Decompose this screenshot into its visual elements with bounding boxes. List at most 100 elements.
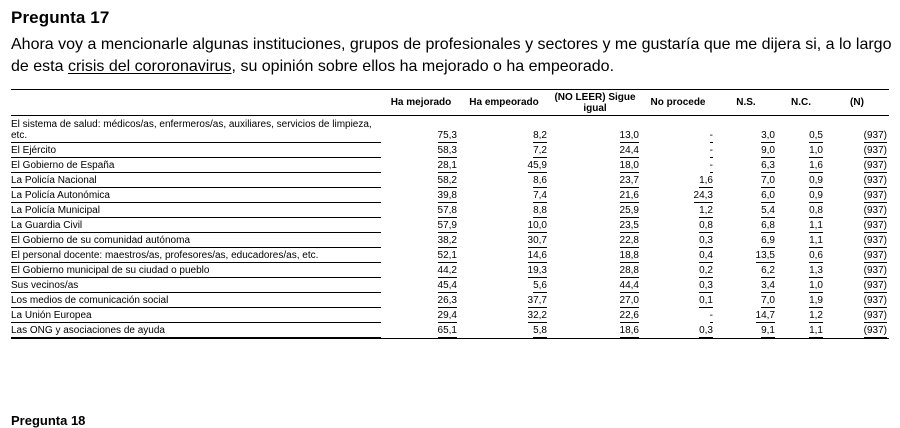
cell-sigue-igual: 18,6: [549, 323, 641, 339]
cell-n: (937): [825, 188, 889, 203]
cell-value: 75,3: [437, 130, 457, 143]
question-text-end: , su opinión sobre ellos ha mejorado o h…: [231, 58, 615, 75]
cell-n: (937): [825, 143, 889, 158]
cell-value: 29,4: [437, 310, 457, 323]
cell-value: 24,3: [693, 190, 713, 203]
cell-sigue-igual: 44,4: [549, 278, 641, 293]
header-nc: N.C.: [777, 89, 825, 116]
cell-value: 23,7: [619, 175, 639, 188]
cell-ns: 7,0: [715, 173, 777, 188]
cell-no-procede: -: [641, 158, 715, 173]
cell-ns: 14,7: [715, 308, 777, 323]
row-label-text: El personal docente: maestros/as, profes…: [11, 250, 381, 263]
cell-sigue-igual: 24,4: [549, 143, 641, 158]
cell-nc: 1,9: [777, 293, 825, 308]
table-row: Sus vecinos/as 45,4 5,6 44,4 0,3 3,4 1,0 (937): [11, 278, 889, 293]
row-label: Los medios de comunicación social: [11, 293, 383, 308]
cell-n: (937): [825, 233, 889, 248]
row-label: El Ejército: [11, 143, 383, 158]
cell-ns: 6,2: [715, 263, 777, 278]
cell-value: -: [709, 130, 713, 143]
cell-value: 5,8: [533, 325, 547, 338]
cell-value: 8,6: [533, 175, 547, 188]
cell-sigue-igual: 22,8: [549, 233, 641, 248]
table-row: La Policía Municipal 57,8 8,8 25,9 1,2 5,4 0,8…: [11, 203, 889, 218]
cell-value: 37,7: [527, 295, 547, 308]
cell-no-procede: 0,8: [641, 218, 715, 233]
cell-value: 1,6: [809, 160, 823, 173]
cell-value: 0,8: [699, 220, 713, 233]
cell-value: (937): [863, 220, 887, 233]
table-row: El Ejército 58,3 7,2 24,4 - 9,0 1,0 (937): [11, 143, 889, 158]
cell-ha-mejorado: 45,4: [383, 278, 459, 293]
header-n: (N): [825, 89, 889, 116]
cell-value: 45,4: [437, 280, 457, 293]
cell-ns: 6,3: [715, 158, 777, 173]
cell-n: (937): [825, 308, 889, 323]
cell-value: 8,2: [533, 130, 547, 143]
table-row: Los medios de comunicación social 26,3 37,…: [11, 293, 889, 308]
cell-value: 0,9: [809, 190, 823, 203]
table-row: El Gobierno de España 28,1 45,9 18,0 - 6,3 1,6…: [11, 158, 889, 173]
cell-ha-mejorado: 57,8: [383, 203, 459, 218]
cell-value: 6,2: [761, 265, 775, 278]
cell-ns: 3,4: [715, 278, 777, 293]
row-label: La Guardia Civil: [11, 218, 383, 233]
cell-value: 10,0: [527, 220, 547, 233]
cell-ha-empeorado: 5,6: [459, 278, 549, 293]
cell-ha-mejorado: 52,1: [383, 248, 459, 263]
cell-value: 57,9: [437, 220, 457, 233]
cell-value: 1,3: [809, 265, 823, 278]
cell-value: 26,3: [437, 295, 457, 308]
cell-ha-empeorado: 8,6: [459, 173, 549, 188]
table-row: La Policía Nacional 58,2 8,6 23,7 1,6 7,0 0,9 (…: [11, 173, 889, 188]
cell-ha-mejorado: 44,2: [383, 263, 459, 278]
cell-n: (937): [825, 218, 889, 233]
row-label-text: El Gobierno municipal de su ciudad o pue…: [11, 265, 381, 278]
cell-value: 0,2: [699, 265, 713, 278]
cell-value: (937): [863, 250, 887, 263]
cell-nc: 0,9: [777, 188, 825, 203]
cell-value: 9,0: [761, 145, 775, 158]
cell-no-procede: 1,2: [641, 203, 715, 218]
cell-nc: 0,5: [777, 116, 825, 143]
cell-sigue-igual: 28,8: [549, 263, 641, 278]
cell-ns: 6,0: [715, 188, 777, 203]
cell-ns: 6,8: [715, 218, 777, 233]
cell-value: 32,2: [527, 310, 547, 323]
row-label: La Policía Nacional: [11, 173, 383, 188]
cell-nc: 0,8: [777, 203, 825, 218]
cell-value: 5,6: [533, 280, 547, 293]
cell-value: 3,0: [761, 130, 775, 143]
cell-value: 18,6: [619, 325, 639, 338]
cell-value: 7,4: [533, 190, 547, 203]
cell-no-procede: 0,3: [641, 278, 715, 293]
cell-ha-mejorado: 29,4: [383, 308, 459, 323]
cell-ha-empeorado: 32,2: [459, 308, 549, 323]
header-ha-empeorado: Ha empeorado: [459, 89, 549, 116]
cell-ha-empeorado: 10,0: [459, 218, 549, 233]
cell-value: 39,8: [437, 190, 457, 203]
cell-value: (937): [863, 190, 887, 203]
row-label-text: El Gobierno de su comunidad autónoma: [11, 235, 381, 248]
row-label: Las ONG y asociaciones de ayuda: [11, 323, 383, 339]
cell-value: 9,1: [761, 325, 775, 338]
cell-ha-mejorado: 58,2: [383, 173, 459, 188]
cell-ns: 7,0: [715, 293, 777, 308]
cell-value: (937): [863, 310, 887, 323]
cell-value: 1,2: [809, 310, 823, 323]
header-sigue-igual: (NO LEER) Sigue igual: [549, 89, 641, 116]
cell-value: 0,5: [809, 130, 823, 143]
cell-no-procede: 24,3: [641, 188, 715, 203]
cell-value: 8,8: [533, 205, 547, 218]
cell-ha-empeorado: 8,2: [459, 116, 549, 143]
cell-n: (937): [825, 263, 889, 278]
table-row: La Policía Autonómica 39,8 7,4 21,6 24,3 6,0 0…: [11, 188, 889, 203]
cell-value: 3,4: [761, 280, 775, 293]
cell-ha-mejorado: 38,2: [383, 233, 459, 248]
cell-ha-empeorado: 37,7: [459, 293, 549, 308]
cell-value: 7,0: [761, 295, 775, 308]
cell-ha-mejorado: 39,8: [383, 188, 459, 203]
cell-value: (937): [863, 130, 887, 143]
table-row: La Unión Europea 29,4 32,2 22,6 - 14,7 1,2 (937…: [11, 308, 889, 323]
